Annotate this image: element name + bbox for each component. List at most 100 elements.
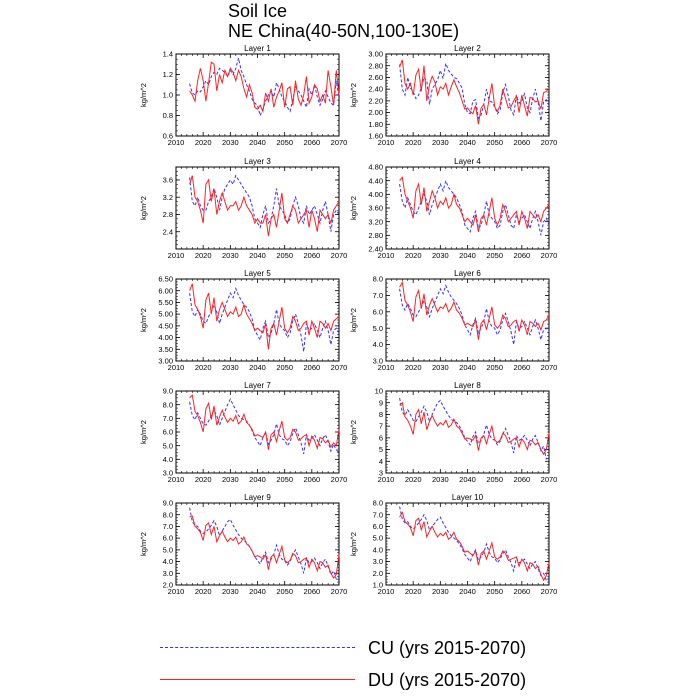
- y-tick-label: 6.0: [163, 428, 173, 437]
- x-tick-label: 2060: [303, 475, 320, 484]
- y-tick-label: 4.00: [368, 190, 383, 199]
- x-tick-label: 2040: [459, 587, 476, 596]
- x-tick-label: 2010: [378, 475, 395, 484]
- series-line-du: [399, 401, 550, 456]
- y-axis-label: kg/m^2: [349, 532, 358, 556]
- x-tick-label: 2070: [541, 251, 558, 260]
- panel-title: Layer 7: [244, 381, 271, 390]
- y-tick-label: 1.2: [163, 70, 173, 79]
- x-tick-label: 2050: [276, 363, 293, 372]
- panel-layer-10: Layer 10 kg/m^2 2010 2020 2030 2040 2050 2060 20…: [349, 493, 557, 596]
- x-tick-label: 2010: [168, 587, 185, 596]
- y-tick-label: 7.0: [163, 414, 173, 423]
- x-tick-label: 2010: [378, 138, 395, 147]
- y-tick-label: 2.40: [368, 245, 383, 254]
- plot-frame: [175, 278, 340, 362]
- x-tick-label: 2020: [195, 587, 212, 596]
- series-line-du: [399, 511, 550, 582]
- x-tick-label: 2070: [331, 587, 348, 596]
- plot-frame: [175, 166, 340, 250]
- y-tick-label: 1.4: [163, 50, 173, 59]
- y-tick-label: 4: [379, 457, 383, 466]
- series-line-cu: [189, 174, 340, 232]
- y-tick-label: 8.0: [163, 400, 173, 409]
- x-tick-label: 2060: [513, 475, 530, 484]
- x-tick-label: 2070: [331, 363, 348, 372]
- panel-title: Layer 8: [454, 381, 481, 390]
- y-tick-label: 4.0: [163, 455, 173, 464]
- series-line-du: [399, 59, 550, 125]
- series-line-cu: [399, 506, 550, 582]
- y-tick-label: 3: [379, 469, 383, 478]
- y-axis-label: kg/m^2: [139, 308, 148, 332]
- y-tick-label: 8.0: [373, 499, 383, 508]
- panel-layer-3: Layer 3 kg/m^2 2010 2020 2030 2040 2050 2060 207…: [139, 157, 347, 260]
- y-tick-label: 7.0: [373, 291, 383, 300]
- x-tick-label: 2030: [432, 587, 449, 596]
- x-tick-label: 2040: [249, 475, 266, 484]
- x-tick-label: 2030: [432, 138, 449, 147]
- x-tick-label: 2040: [249, 363, 266, 372]
- y-tick-label: 1.0: [163, 91, 173, 100]
- x-tick-label: 2060: [303, 138, 320, 147]
- series-line-cu: [399, 61, 550, 121]
- x-tick-label: 2030: [222, 251, 239, 260]
- x-tick-label: 2040: [249, 138, 266, 147]
- panel-layer-4: Layer 4 kg/m^2 2010 2020 2030 2040 2050 2060 207…: [349, 157, 557, 260]
- y-tick-label: 3.20: [368, 217, 383, 226]
- y-tick-label: 4.40: [368, 176, 383, 185]
- y-tick-label: 0.6: [163, 132, 173, 141]
- y-tick-label: 3.00: [158, 357, 173, 366]
- x-tick-label: 2060: [303, 251, 320, 260]
- x-tick-label: 2010: [378, 251, 395, 260]
- plot-frame: [175, 53, 340, 137]
- panel-title: Layer 5: [244, 269, 271, 278]
- y-tick-label: 2.40: [368, 85, 383, 94]
- y-tick-label: 4.00: [158, 333, 173, 342]
- panel-layer-2: Layer 2 kg/m^2 2010 2020 2030 2040 2050 2060 207…: [349, 44, 557, 147]
- y-tick-label: 5.00: [158, 310, 173, 319]
- y-tick-label: 9: [379, 398, 383, 407]
- x-tick-label: 2050: [486, 138, 503, 147]
- y-tick-label: 7.0: [163, 522, 173, 531]
- series-line-du: [399, 176, 550, 232]
- series-line-cu: [189, 286, 340, 352]
- y-tick-label: 5.50: [158, 298, 173, 307]
- panel-title: Layer 3: [244, 157, 271, 166]
- x-tick-label: 2060: [513, 587, 530, 596]
- y-tick-label: 5.0: [373, 324, 383, 333]
- x-tick-label: 2020: [405, 138, 422, 147]
- y-tick-label: 8.0: [163, 510, 173, 519]
- panel-title: Layer 4: [454, 157, 481, 166]
- y-tick-label: 8: [379, 410, 383, 419]
- legend-entry-du: DU (yrs 2015-2070): [160, 667, 560, 693]
- plot-frame: [385, 278, 550, 362]
- series-line-cu: [399, 284, 550, 345]
- y-tick-label: 5: [379, 445, 383, 454]
- x-tick-label: 2030: [222, 475, 239, 484]
- x-tick-label: 2030: [222, 138, 239, 147]
- panel-layer-6: Layer 6 kg/m^2 2010 2020 2030 2040 2050 2060 207…: [349, 269, 557, 372]
- x-tick-label: 2070: [331, 138, 348, 147]
- x-tick-label: 2070: [331, 251, 348, 260]
- x-tick-label: 2020: [405, 475, 422, 484]
- x-tick-label: 2020: [405, 587, 422, 596]
- series-line-du: [189, 283, 340, 350]
- x-tick-label: 2050: [276, 587, 293, 596]
- chart-subtitle: NE China(40-50N,100-130E): [228, 21, 460, 41]
- x-tick-label: 2030: [222, 587, 239, 596]
- x-tick-label: 2010: [378, 587, 395, 596]
- y-tick-label: 3.0: [163, 569, 173, 578]
- y-tick-label: 9.0: [163, 499, 173, 508]
- y-axis-label: kg/m^2: [349, 196, 358, 220]
- x-tick-label: 2030: [222, 363, 239, 372]
- panel-layer-9: Layer 9 kg/m^2 2010 2020 2030 2040 2050 2060 207…: [139, 493, 347, 596]
- x-tick-label: 2070: [331, 475, 348, 484]
- y-tick-label: 5.0: [163, 441, 173, 450]
- y-axis-label: kg/m^2: [139, 83, 148, 107]
- y-tick-label: 1.0: [373, 581, 383, 590]
- x-tick-label: 2070: [541, 138, 558, 147]
- y-tick-label: 2.4: [163, 227, 173, 236]
- x-tick-label: 2020: [405, 363, 422, 372]
- x-tick-label: 2020: [195, 138, 212, 147]
